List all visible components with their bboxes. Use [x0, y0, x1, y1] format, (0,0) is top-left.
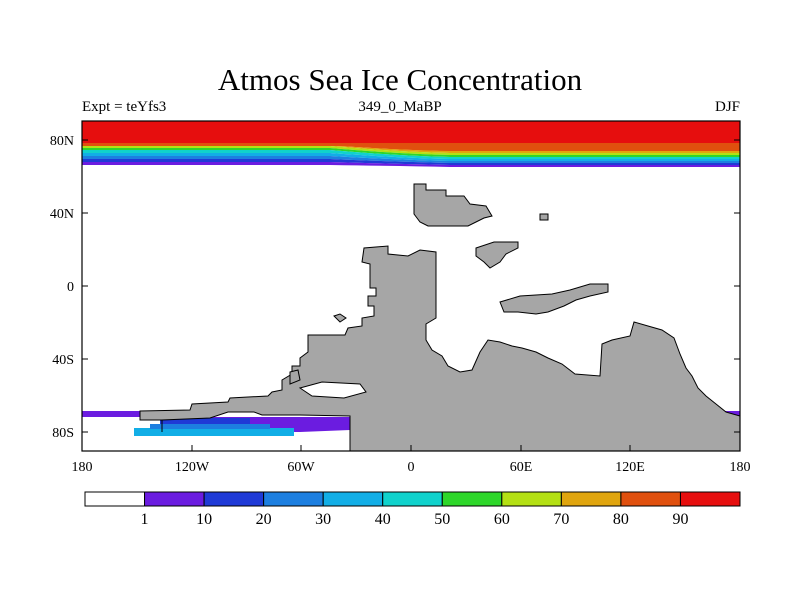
colorbar-label: 50	[434, 511, 450, 528]
colorbar-swatch	[203, 491, 265, 507]
colorbar-swatch	[679, 491, 741, 507]
colorbar-label: 20	[256, 511, 272, 528]
experiment-label: Expt = teYfs3	[82, 99, 167, 115]
y-tick-label: 80N	[50, 134, 74, 149]
colorbar-label: 10	[196, 511, 212, 528]
x-tick-label: 180	[72, 460, 93, 475]
colorbar-swatch	[263, 491, 324, 507]
season-label: DJF	[714, 99, 740, 115]
colorbar-swatch	[382, 491, 443, 507]
x-tick-label: 180	[730, 460, 751, 475]
y-tick-label: 0	[67, 280, 74, 295]
x-tick-label: 60W	[287, 460, 315, 475]
colorbar-swatch	[441, 491, 503, 507]
colorbar-swatch	[560, 491, 622, 507]
period-label: 349_0_MaBP	[358, 99, 442, 115]
colorbar: 1 10 20 30 40 50 60 70 80 90	[84, 491, 741, 528]
colorbar-swatch	[501, 491, 562, 507]
y-tick-label: 40N	[50, 207, 74, 222]
colorbar-label: 1	[141, 511, 149, 528]
colorbar-swatch	[322, 491, 384, 507]
colorbar-label: 40	[375, 511, 391, 528]
x-tick-label: 60E	[510, 460, 533, 475]
western-peninsula	[289, 369, 301, 385]
colorbar-label: 80	[613, 511, 629, 528]
colorbar-swatch	[620, 491, 681, 507]
map-area	[82, 121, 740, 451]
colorbar-label: 30	[315, 511, 331, 528]
equatorial-landmass	[499, 283, 609, 315]
northern-continent	[413, 183, 493, 227]
x-tick-label: 120E	[615, 460, 645, 475]
small-island	[539, 213, 549, 221]
tick-marks	[81, 139, 741, 451]
y-tick-label: 40S	[52, 353, 74, 368]
colorbar-label: 90	[672, 511, 688, 528]
colorbar-label: 60	[494, 511, 510, 528]
x-tick-label: 120W	[175, 460, 210, 475]
x-tick-label: 0	[408, 460, 415, 475]
colorbar-swatch	[144, 491, 205, 507]
colorbar-label: 70	[553, 511, 569, 528]
antarctic-ocean-gap	[298, 381, 367, 399]
land-masses	[139, 183, 740, 451]
western-island	[333, 313, 347, 323]
arctic-sea-ice	[82, 121, 740, 167]
southern-supercontinent	[139, 245, 740, 451]
y-tick-label: 80S	[52, 426, 74, 441]
colorbar-swatch	[84, 491, 146, 507]
eastern-continent	[475, 241, 519, 269]
chart-title: Atmos Sea Ice Concentration	[217, 62, 583, 97]
